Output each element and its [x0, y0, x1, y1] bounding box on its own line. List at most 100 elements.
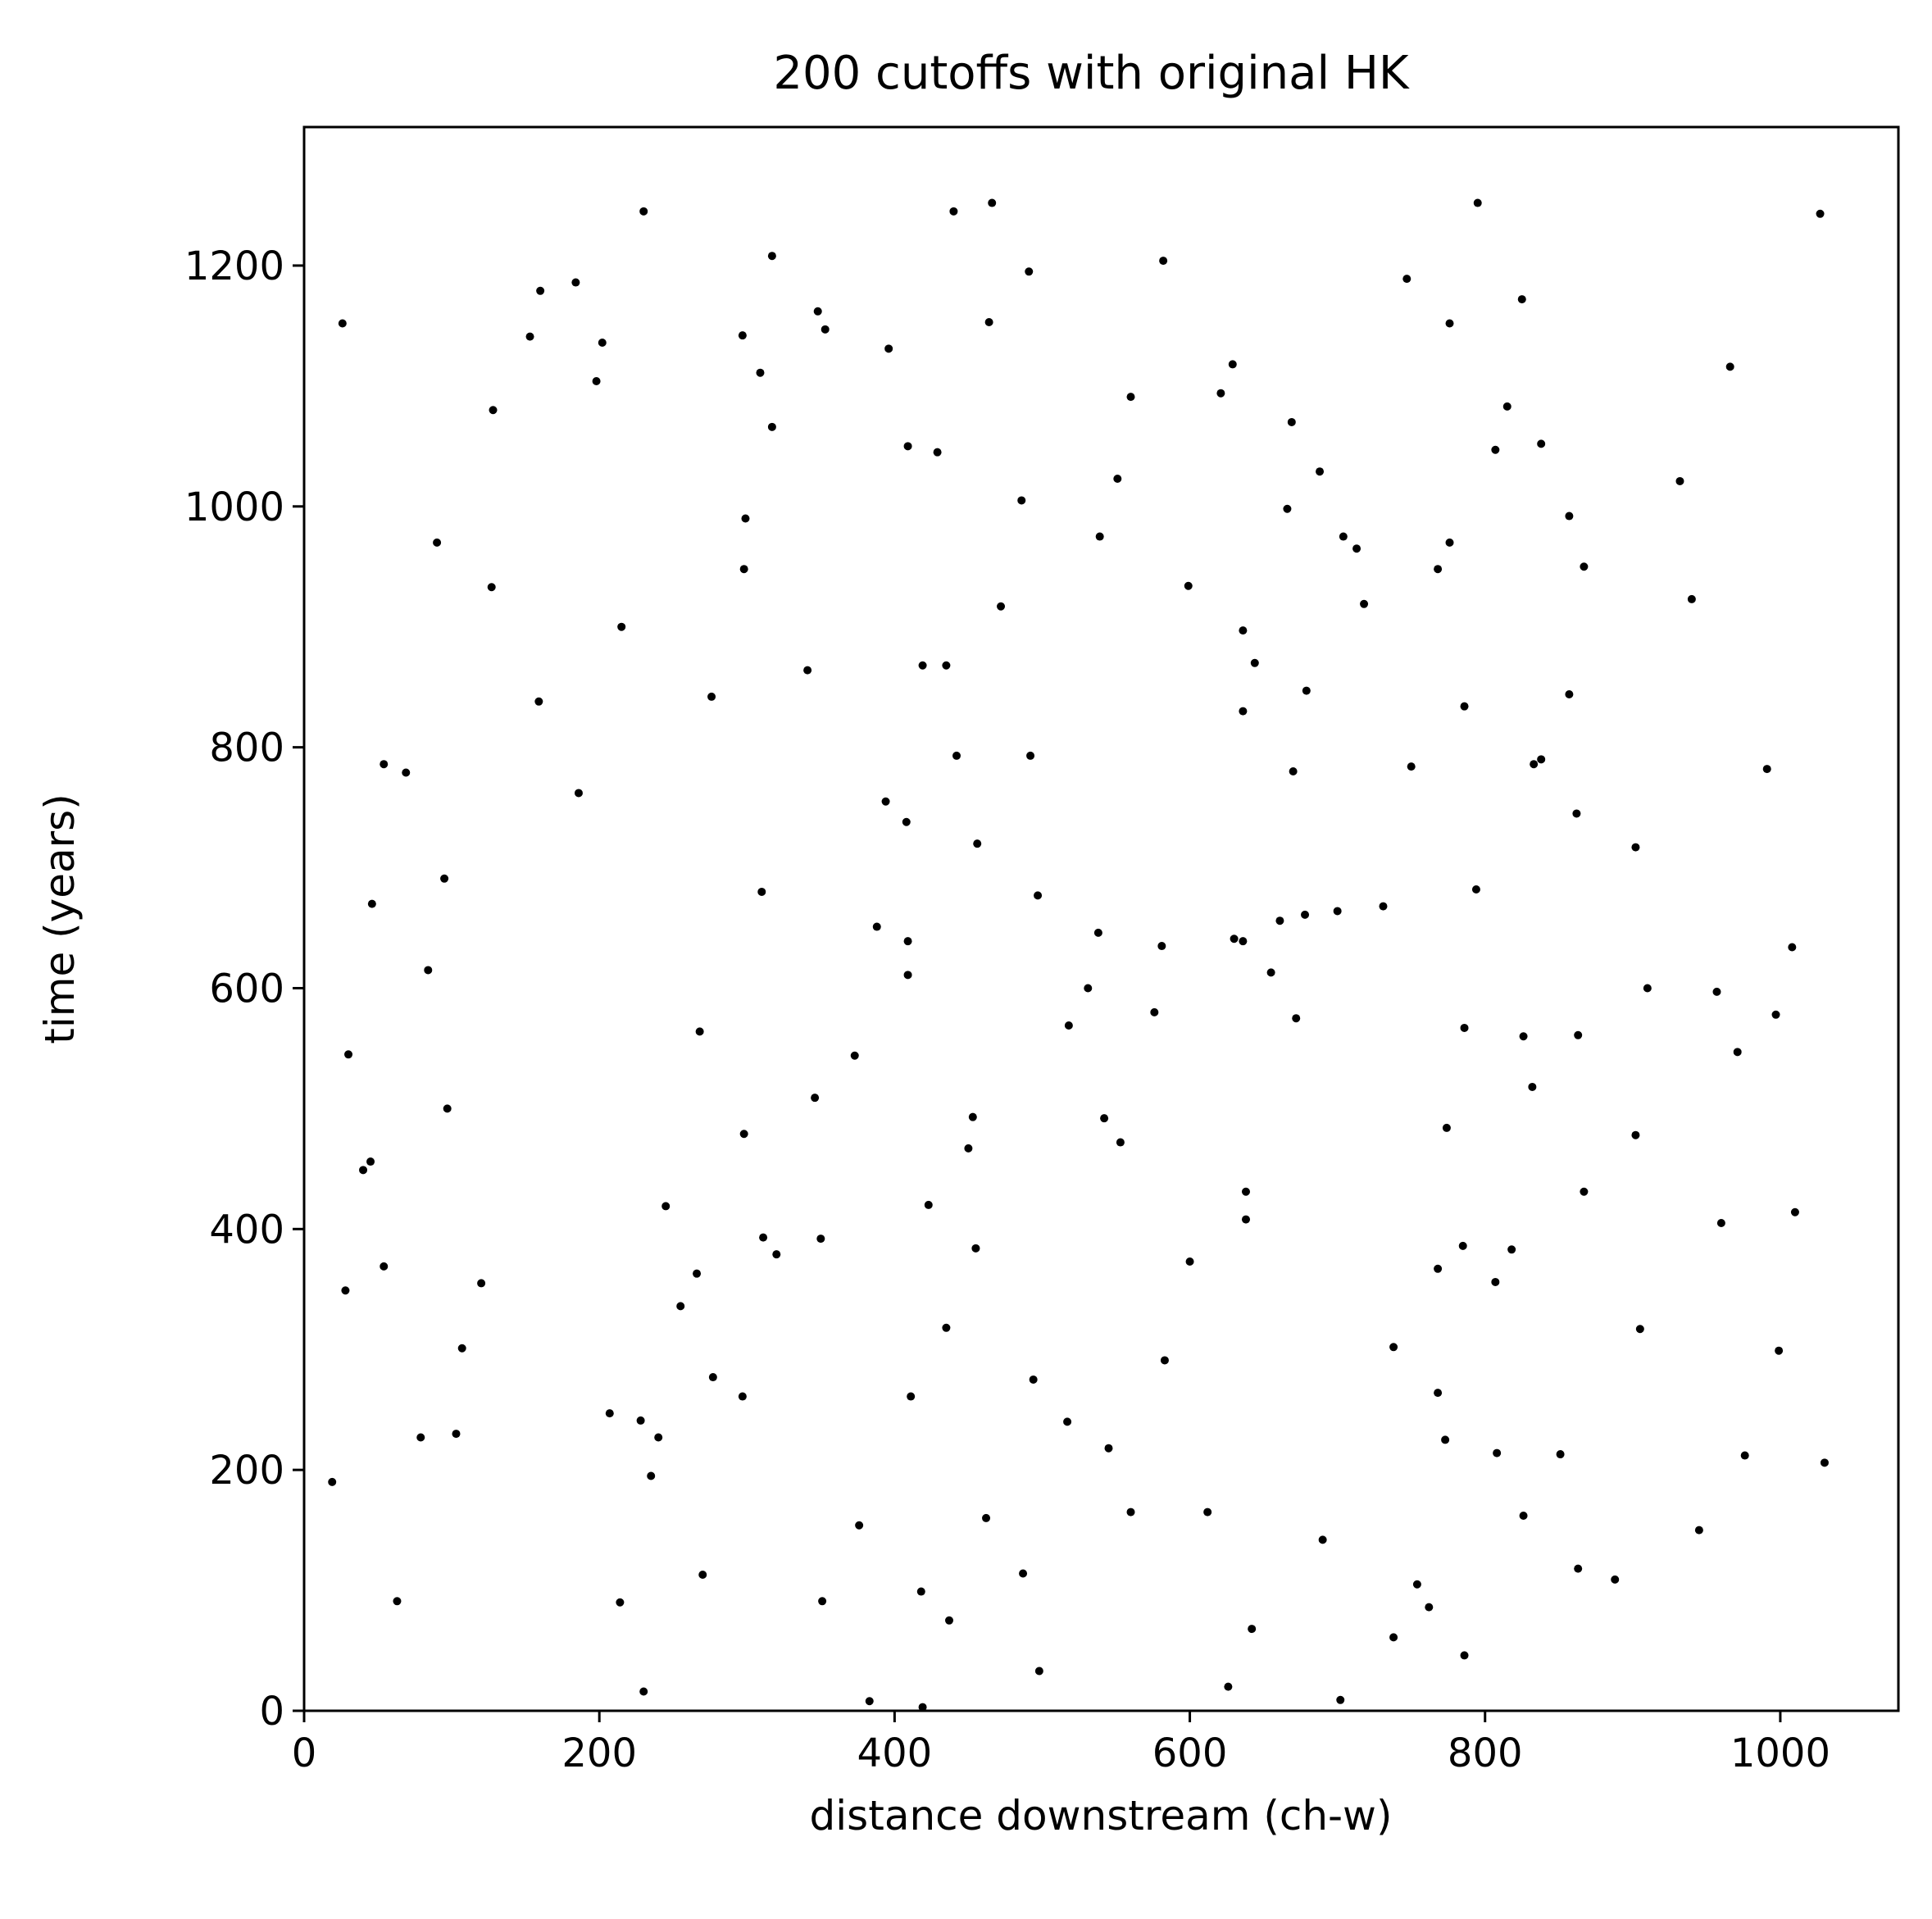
data-point	[1093, 928, 1102, 937]
data-point	[1788, 943, 1797, 952]
data-point	[924, 1200, 933, 1209]
data-point	[1379, 902, 1388, 911]
data-point	[1126, 1507, 1135, 1517]
data-point	[416, 1433, 425, 1442]
data-point	[1159, 257, 1168, 266]
data-point	[850, 1051, 859, 1060]
data-point	[1502, 402, 1512, 411]
data-point	[616, 1598, 625, 1607]
data-point	[1336, 1695, 1345, 1704]
data-point	[942, 661, 951, 670]
data-point	[916, 1587, 925, 1596]
data-point	[1157, 942, 1166, 951]
data-point	[1064, 1021, 1073, 1030]
data-point	[865, 1697, 874, 1706]
data-point	[1019, 1569, 1028, 1578]
data-point	[1631, 1130, 1640, 1139]
data-point	[1493, 1448, 1502, 1457]
data-point	[617, 622, 626, 631]
data-point	[1289, 767, 1298, 776]
data-point	[1740, 1451, 1749, 1460]
data-point	[1389, 1633, 1398, 1642]
data-point	[1790, 1207, 1799, 1216]
data-point	[816, 1235, 825, 1244]
data-point	[1491, 445, 1500, 454]
data-points	[328, 198, 1829, 1712]
data-point	[1412, 1580, 1421, 1589]
data-point	[1017, 496, 1026, 505]
data-point	[1565, 512, 1574, 521]
data-point	[1126, 393, 1135, 402]
data-point	[1775, 1346, 1784, 1355]
data-point	[359, 1166, 368, 1175]
data-point	[534, 697, 543, 706]
data-point	[1434, 1389, 1443, 1398]
data-point	[1034, 891, 1043, 900]
data-point	[767, 252, 776, 261]
data-point	[571, 278, 580, 287]
data-point	[982, 1513, 991, 1522]
data-point	[1445, 538, 1454, 547]
data-point	[1239, 937, 1248, 946]
data-point	[1442, 1123, 1451, 1132]
data-point	[402, 768, 411, 777]
x-tick-label: 200	[561, 1730, 637, 1776]
data-point	[1301, 910, 1310, 919]
data-point	[997, 602, 1006, 611]
data-point	[759, 1233, 768, 1242]
data-point	[903, 971, 912, 980]
data-point	[1407, 762, 1416, 771]
data-point	[741, 514, 750, 523]
data-point	[1471, 885, 1480, 894]
data-point	[903, 937, 912, 946]
x-axis-label: distance downstream (ch-w)	[810, 1792, 1393, 1839]
data-point	[1675, 476, 1684, 485]
data-point	[1434, 565, 1443, 574]
data-point	[1517, 295, 1526, 304]
data-point	[803, 666, 812, 675]
data-point	[1241, 1215, 1250, 1224]
data-point	[1287, 417, 1296, 426]
data-point	[647, 1471, 656, 1480]
data-point	[945, 1616, 954, 1625]
data-point	[1160, 1356, 1169, 1365]
data-point	[574, 789, 583, 798]
data-point	[1302, 686, 1311, 695]
data-point	[1694, 1526, 1703, 1535]
data-point	[971, 1244, 980, 1253]
data-point	[1816, 209, 1825, 218]
data-point	[1528, 1082, 1537, 1091]
data-point	[1100, 1114, 1109, 1123]
data-point	[933, 448, 942, 457]
data-point	[1228, 360, 1237, 369]
data-point	[525, 332, 534, 341]
data-point	[1771, 1010, 1780, 1019]
data-point	[338, 319, 347, 328]
y-tick-label: 1000	[184, 484, 284, 530]
data-point	[1460, 1651, 1469, 1660]
data-point	[1519, 1511, 1528, 1520]
data-point	[1712, 987, 1721, 996]
data-point	[1580, 1187, 1589, 1196]
data-point	[881, 797, 890, 806]
data-point	[821, 325, 830, 334]
data-point	[1116, 1138, 1125, 1147]
y-tick-label: 1200	[184, 243, 284, 289]
data-point	[1580, 562, 1589, 571]
data-point	[1631, 843, 1640, 852]
data-point	[1352, 544, 1361, 553]
data-point	[393, 1597, 402, 1606]
data-point	[380, 760, 389, 769]
data-point	[1733, 1048, 1742, 1057]
x-tick-label: 1000	[1730, 1730, 1830, 1776]
data-point	[1063, 1417, 1072, 1426]
data-point	[1283, 504, 1292, 513]
y-axis-label: time (years)	[36, 794, 84, 1044]
data-point	[949, 207, 958, 216]
data-point	[855, 1521, 864, 1530]
data-point	[1635, 1325, 1644, 1334]
data-point	[1458, 1241, 1467, 1250]
data-point	[636, 1416, 645, 1425]
data-point	[973, 839, 982, 848]
